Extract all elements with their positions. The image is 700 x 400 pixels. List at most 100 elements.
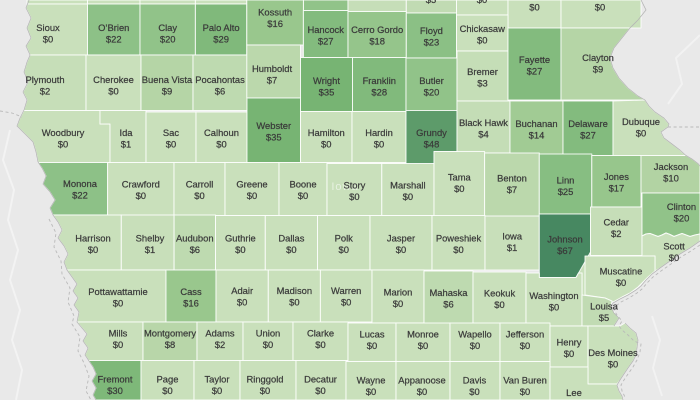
svg-text:$0: $0 <box>263 339 273 350</box>
svg-text:$27: $27 <box>580 129 596 140</box>
svg-text:$20: $20 <box>424 86 440 97</box>
svg-text:Clarke: Clarke <box>307 328 334 339</box>
svg-text:$0: $0 <box>113 339 123 350</box>
svg-text:Davis: Davis <box>463 375 487 386</box>
svg-text:Jefferson: Jefferson <box>506 329 544 340</box>
svg-text:$0: $0 <box>166 138 176 149</box>
svg-text:Marshall: Marshall <box>390 180 425 191</box>
svg-text:Floyd: Floyd <box>420 25 443 36</box>
svg-text:Jones: Jones <box>604 171 629 182</box>
svg-text:$1: $1 <box>145 244 155 255</box>
svg-text:Adair: Adair <box>231 285 253 296</box>
svg-text:Shelby: Shelby <box>136 233 165 244</box>
svg-text:Ringgold: Ringgold <box>246 374 283 385</box>
svg-text:$0: $0 <box>260 385 270 396</box>
svg-text:Humboldt: Humboldt <box>252 63 293 74</box>
svg-text:$0: $0 <box>374 138 384 149</box>
svg-text:$0: $0 <box>113 297 123 308</box>
svg-text:Pottawattamie: Pottawattamie <box>88 286 147 297</box>
svg-text:Wayne: Wayne <box>357 375 386 386</box>
svg-text:Tama: Tama <box>448 172 472 183</box>
svg-text:Des Moines: Des Moines <box>588 347 638 358</box>
svg-text:Harrison: Harrison <box>75 233 110 244</box>
svg-text:$18: $18 <box>369 35 385 46</box>
svg-text:$0: $0 <box>608 358 618 369</box>
svg-text:Montgomery: Montgomery <box>144 328 196 339</box>
svg-text:Franklin: Franklin <box>363 75 396 86</box>
svg-text:$0: $0 <box>595 1 605 12</box>
svg-text:$4: $4 <box>478 128 488 139</box>
svg-text:$0: $0 <box>341 296 351 307</box>
svg-text:Iowa: Iowa <box>502 231 523 242</box>
svg-text:Bremer: Bremer <box>467 66 498 77</box>
svg-text:$0: $0 <box>520 386 530 397</box>
svg-text:Muscatine: Muscatine <box>600 266 643 277</box>
svg-text:$3: $3 <box>477 77 487 88</box>
svg-text:$0: $0 <box>286 244 296 255</box>
svg-text:$8: $8 <box>165 339 175 350</box>
svg-text:$27: $27 <box>527 65 543 76</box>
svg-text:$14: $14 <box>529 129 545 140</box>
svg-text:Cedar: Cedar <box>603 217 629 228</box>
svg-text:$0: $0 <box>396 244 406 255</box>
svg-text:$16: $16 <box>267 18 283 29</box>
svg-text:Hancock: Hancock <box>307 24 344 35</box>
svg-text:$20: $20 <box>160 33 176 44</box>
svg-text:$0: $0 <box>315 339 325 350</box>
svg-text:$0: $0 <box>529 1 539 12</box>
svg-text:$16: $16 <box>183 297 199 308</box>
svg-text:Marion: Marion <box>384 287 413 298</box>
svg-text:Appanoose: Appanoose <box>398 375 445 386</box>
svg-text:Crawford: Crawford <box>122 179 160 190</box>
svg-text:$0: $0 <box>212 385 222 396</box>
svg-text:Mahaska: Mahaska <box>429 287 468 298</box>
svg-text:Cerro Gordo: Cerro Gordo <box>351 24 403 35</box>
svg-text:Delaware: Delaware <box>568 118 608 129</box>
svg-text:$67: $67 <box>557 245 573 256</box>
svg-text:Page: Page <box>157 374 179 385</box>
svg-text:$0: $0 <box>349 191 359 202</box>
svg-text:Johnson: Johnson <box>547 234 582 245</box>
svg-text:$7: $7 <box>507 184 517 195</box>
svg-text:$0: $0 <box>235 244 245 255</box>
svg-text:Dubuque: Dubuque <box>622 116 660 127</box>
svg-text:Monona: Monona <box>63 178 98 189</box>
svg-text:$0: $0 <box>520 340 530 351</box>
svg-text:$0: $0 <box>393 298 403 309</box>
svg-text:$0: $0 <box>477 34 487 45</box>
svg-text:Madison: Madison <box>277 285 312 296</box>
svg-text:$29: $29 <box>213 33 229 44</box>
svg-text:$0: $0 <box>569 398 579 400</box>
svg-text:$0: $0 <box>58 138 68 149</box>
svg-text:$0: $0 <box>477 0 487 5</box>
svg-text:Sac: Sac <box>163 127 179 138</box>
svg-text:$0: $0 <box>367 340 377 351</box>
svg-text:$1: $1 <box>507 242 517 253</box>
svg-text:$35: $35 <box>319 86 335 97</box>
svg-text:Ida: Ida <box>119 127 133 138</box>
svg-text:Calhoun: Calhoun <box>204 127 239 138</box>
svg-text:Clay: Clay <box>158 22 177 33</box>
svg-text:$0: $0 <box>216 138 226 149</box>
svg-text:Mills: Mills <box>109 328 128 339</box>
svg-text:$0: $0 <box>366 386 376 397</box>
svg-text:Hardin: Hardin <box>365 127 393 138</box>
svg-text:$0: $0 <box>469 386 479 397</box>
svg-text:$0: $0 <box>298 190 308 201</box>
svg-text:$0: $0 <box>136 190 146 201</box>
svg-text:Black Hawk: Black Hawk <box>459 117 508 128</box>
svg-text:Palo Alto: Palo Alto <box>203 22 240 33</box>
svg-text:Louisa: Louisa <box>590 301 618 312</box>
svg-text:Poweshiek: Poweshiek <box>436 233 482 244</box>
svg-text:Cherokee: Cherokee <box>93 74 134 85</box>
svg-text:$0: $0 <box>194 190 204 201</box>
svg-text:Linn: Linn <box>557 175 575 186</box>
svg-text:Clayton: Clayton <box>582 52 614 63</box>
svg-text:Taylor: Taylor <box>204 374 229 385</box>
svg-text:$28: $28 <box>371 86 387 97</box>
svg-text:Carroll: Carroll <box>186 179 214 190</box>
svg-text:Butler: Butler <box>419 75 444 86</box>
svg-text:Chickasaw: Chickasaw <box>460 23 506 34</box>
svg-text:$25: $25 <box>558 186 574 197</box>
svg-text:$0: $0 <box>321 138 331 149</box>
